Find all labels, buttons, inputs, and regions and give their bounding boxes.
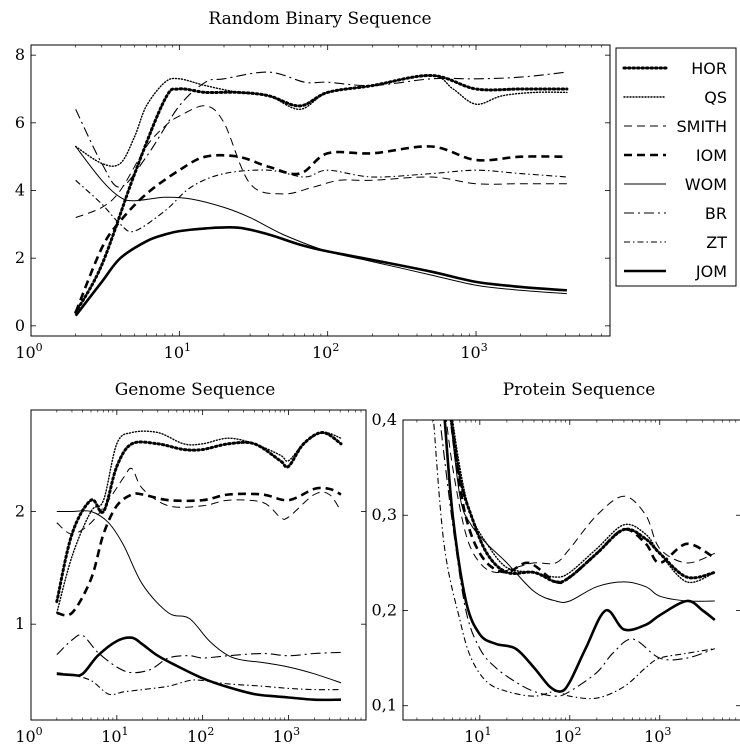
x-tick-label: 102 bbox=[554, 725, 581, 746]
legend: HOR QS SMITH IOM WOM BR ZT JOM bbox=[615, 47, 737, 287]
x-tick-label: 102 bbox=[187, 725, 214, 746]
legend-label: HOR bbox=[691, 59, 727, 78]
series-line-zt bbox=[56, 672, 342, 696]
y-tick-label: 0,2 bbox=[372, 600, 397, 619]
series-line-smith bbox=[75, 105, 567, 219]
legend-label: IOM bbox=[696, 146, 727, 165]
genome-chart: Genome Sequence 100 101 102 103 1 2 bbox=[15, 380, 367, 746]
legend-entry-smith: SMITH bbox=[624, 117, 727, 136]
series-line-qs bbox=[75, 74, 568, 167]
series-line-zt bbox=[432, 420, 715, 700]
series-line-smith bbox=[56, 467, 342, 535]
y-tick-label: 0,3 bbox=[372, 505, 397, 524]
x-tick-label: 103 bbox=[273, 725, 300, 746]
legend-label: QS bbox=[704, 88, 727, 107]
legend-entry-br: BR bbox=[624, 204, 727, 223]
series-line-wom bbox=[75, 146, 567, 295]
y-tick-label: 4 bbox=[15, 181, 25, 200]
y-tick-label: 1 bbox=[15, 614, 25, 633]
y-tick-label: 2 bbox=[15, 501, 25, 520]
series-line-iom bbox=[56, 486, 342, 617]
protein-chart: Protein Sequence 101 102 103 0,1 0,2 0,3 0,4 bbox=[372, 380, 740, 746]
y-tick-label: 0,1 bbox=[372, 696, 397, 715]
series-line-br bbox=[75, 71, 567, 188]
x-tick-label: 100 bbox=[15, 725, 42, 746]
series-line-qs bbox=[451, 420, 716, 584]
y-tick-label: 0,4 bbox=[372, 410, 397, 429]
x-tick-label: 102 bbox=[312, 341, 339, 362]
series-line-jom bbox=[443, 420, 716, 693]
legend-entry-iom: IOM bbox=[624, 146, 727, 165]
series-line-qs bbox=[56, 430, 342, 614]
series-line-wom bbox=[56, 510, 342, 684]
y-tick-label: 2 bbox=[15, 248, 25, 267]
series-line-zt bbox=[75, 169, 567, 233]
legend-entry-hor: HOR bbox=[622, 59, 727, 78]
x-tick-label: 101 bbox=[101, 725, 128, 746]
y-tick-label: 0 bbox=[15, 316, 25, 335]
legend-entry-jom: JOM bbox=[624, 262, 727, 281]
x-tick-label: 101 bbox=[464, 725, 491, 746]
x-tick-label: 101 bbox=[164, 341, 191, 362]
plot-frame bbox=[402, 419, 740, 721]
series-line-iom bbox=[449, 420, 716, 585]
legend-entry-zt: ZT bbox=[624, 233, 727, 252]
legend-entry-qs: QS bbox=[623, 88, 727, 107]
legend-entry-wom: WOM bbox=[624, 175, 727, 194]
legend-label: JOM bbox=[695, 262, 727, 281]
y-tick-label: 8 bbox=[15, 45, 25, 64]
series-line-br bbox=[439, 420, 715, 697]
random-binary-chart: Random Binary Sequence 100 101 102 103 0 2 4 6 8 bbox=[15, 9, 611, 362]
series-line-hor bbox=[55, 431, 343, 604]
chart-title: Random Binary Sequence bbox=[208, 9, 431, 29]
x-tick-label: 100 bbox=[15, 341, 42, 362]
series-line-jom bbox=[74, 226, 567, 317]
legend-label: SMITH bbox=[677, 117, 727, 136]
x-tick-label: 103 bbox=[460, 341, 487, 362]
series-line-jom bbox=[56, 636, 342, 702]
legend-label: WOM bbox=[685, 175, 727, 194]
series-line-iom bbox=[74, 145, 567, 313]
y-tick-label: 6 bbox=[15, 113, 25, 132]
series-line-wom bbox=[450, 420, 715, 603]
legend-frame bbox=[615, 47, 737, 287]
legend-label: BR bbox=[705, 204, 727, 223]
chart-title: Genome Sequence bbox=[115, 380, 276, 400]
chart-title: Protein Sequence bbox=[503, 380, 656, 400]
legend-label: ZT bbox=[706, 233, 727, 252]
x-tick-label: 103 bbox=[644, 725, 671, 746]
series-line-smith bbox=[445, 420, 715, 573]
